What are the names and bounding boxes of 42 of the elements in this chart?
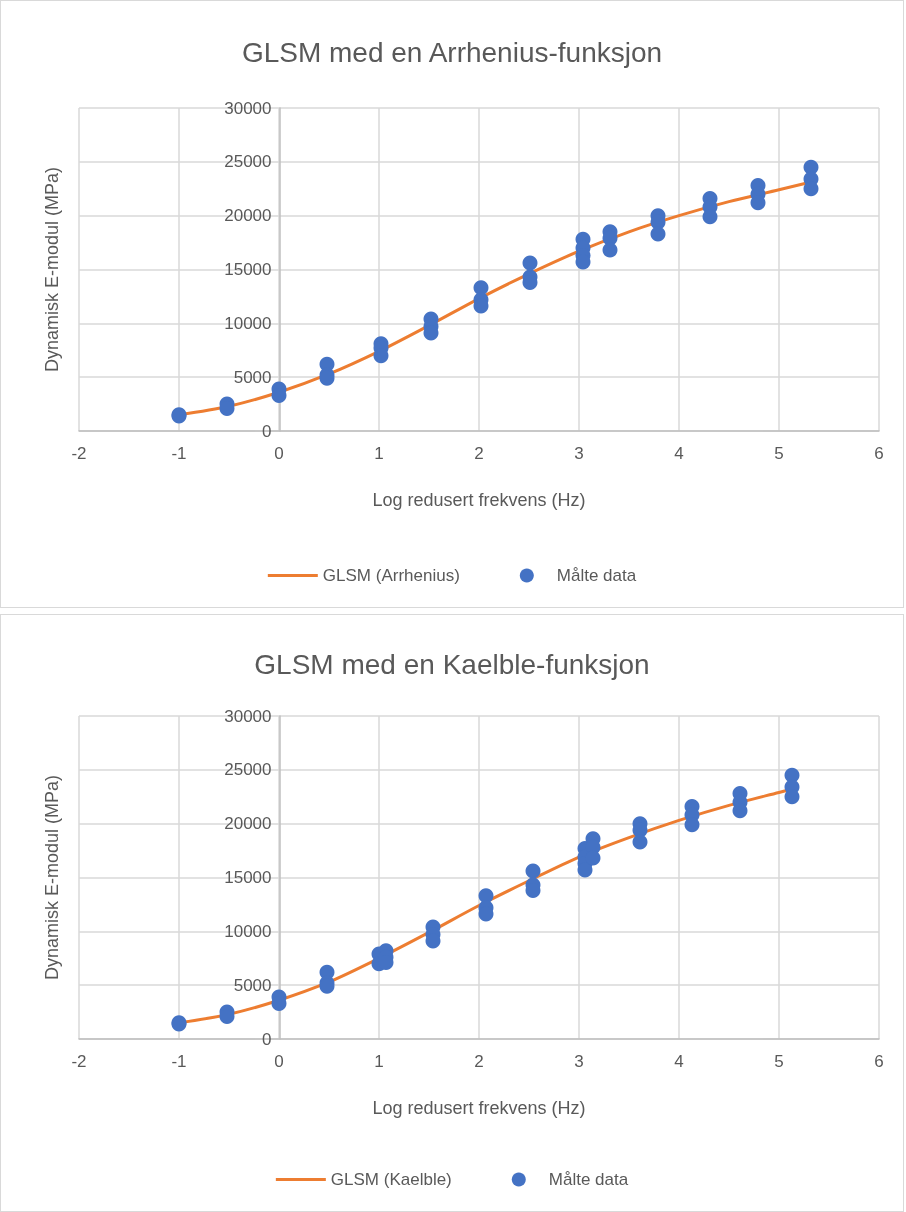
legend-label: GLSM (Arrhenius) — [322, 566, 460, 585]
x-tick-label: -2 — [71, 444, 87, 463]
legend-label: Målte data — [556, 566, 637, 585]
y-tick-label: 0 — [262, 1029, 272, 1049]
y-tick-label: 10000 — [224, 921, 272, 941]
y-tick-label: 30000 — [224, 98, 272, 118]
y-tick-label: 5000 — [233, 975, 272, 995]
x-axis-title: Log redusert frekvens (Hz) — [372, 1098, 586, 1118]
x-tick-label: 0 — [274, 1052, 284, 1071]
y-tick-label: 20000 — [224, 206, 272, 226]
x-tick-label: 0 — [274, 444, 284, 463]
x-tick-label: 2 — [474, 444, 484, 463]
chart-title: GLSM med en Kaelble-funksjon — [254, 648, 650, 680]
y-axis-title: Dynamisk E-modul (MPa) — [41, 166, 62, 373]
y-tick-label: 25000 — [224, 760, 272, 780]
x-tick-label: 4 — [674, 1052, 684, 1071]
x-tick-label: -1 — [171, 1052, 187, 1071]
legend-label: GLSM (Kaelble) — [330, 1170, 452, 1189]
x-tick-label: 6 — [874, 444, 884, 463]
x-tick-label: -1 — [171, 444, 187, 463]
y-tick-label: 25000 — [224, 152, 272, 172]
y-tick-label: 15000 — [224, 260, 272, 279]
x-tick-label: 2 — [474, 1052, 484, 1071]
x-tick-label: 3 — [574, 444, 584, 463]
y-tick-label: 0 — [262, 421, 272, 441]
x-tick-label: 5 — [774, 444, 784, 463]
legend-label: Målte data — [548, 1170, 629, 1189]
x-tick-label: 6 — [874, 1052, 884, 1071]
y-tick-label: 30000 — [224, 706, 272, 726]
y-axis-title: Dynamisk E-modul (MPa) — [41, 774, 62, 981]
chart-title: GLSM med en Arrhenius-funksjon — [241, 36, 663, 68]
y-tick-label: 15000 — [224, 868, 272, 887]
x-tick-label: 3 — [574, 1052, 584, 1071]
x-tick-label: 1 — [374, 444, 384, 463]
x-tick-label: 5 — [774, 1052, 784, 1071]
x-tick-label: -2 — [71, 1052, 87, 1071]
y-tick-label: 10000 — [224, 313, 272, 333]
y-tick-label: 5000 — [233, 367, 272, 387]
x-tick-label: 4 — [674, 444, 684, 463]
x-axis-title: Log redusert frekvens (Hz) — [372, 490, 586, 510]
y-tick-label: 20000 — [224, 814, 272, 834]
x-tick-label: 1 — [374, 1052, 384, 1071]
